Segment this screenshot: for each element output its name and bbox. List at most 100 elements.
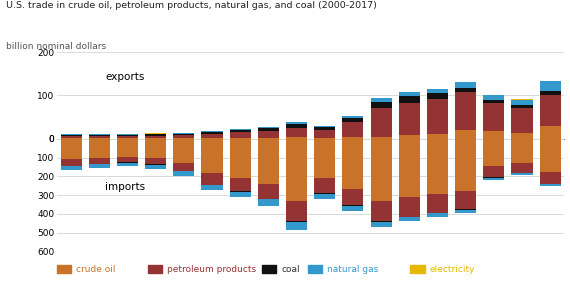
Bar (230, 178, 251, 191)
Bar (540, 126, 561, 139)
Bar (230, 138, 251, 139)
Bar (117, 136, 138, 138)
Bar (427, 89, 448, 93)
Bar (343, 118, 364, 122)
Text: natural gas: natural gas (327, 264, 378, 274)
Bar (201, 131, 222, 132)
Bar (286, 124, 307, 128)
Bar (286, 138, 307, 139)
Bar (286, 222, 307, 230)
Bar (60, 160, 82, 166)
Bar (455, 209, 476, 210)
Bar (201, 132, 222, 134)
Bar (511, 105, 532, 108)
Text: petroleum products: petroleum products (167, 264, 256, 274)
Bar (511, 173, 532, 175)
Bar (483, 131, 504, 139)
Bar (60, 134, 82, 135)
Bar (343, 188, 364, 205)
Bar (427, 194, 448, 213)
Bar (314, 127, 335, 130)
Bar (399, 139, 420, 197)
Bar (314, 138, 335, 139)
Text: coal: coal (281, 264, 300, 274)
Bar (173, 163, 194, 171)
Bar (370, 222, 392, 227)
Bar (455, 92, 476, 130)
Bar (89, 139, 110, 158)
Bar (314, 194, 335, 199)
Bar (258, 128, 279, 131)
Bar (173, 139, 194, 163)
Bar (399, 197, 420, 217)
Bar (483, 178, 504, 180)
Bar (343, 122, 364, 138)
Bar (145, 136, 166, 138)
Bar (230, 130, 251, 132)
Bar (427, 99, 448, 134)
Bar (60, 166, 82, 170)
Bar (314, 126, 335, 127)
Bar (314, 193, 335, 194)
Bar (483, 100, 504, 103)
Bar (201, 185, 222, 190)
Bar (201, 139, 222, 173)
Bar (483, 103, 504, 131)
Bar (511, 133, 532, 139)
Bar (230, 191, 251, 192)
Bar (173, 134, 194, 135)
Bar (117, 157, 138, 162)
Text: eia: eia (519, 22, 541, 35)
Bar (258, 199, 279, 206)
Bar (540, 172, 561, 184)
Bar (370, 137, 392, 139)
Bar (286, 128, 307, 138)
Bar (286, 122, 307, 124)
Bar (145, 138, 166, 139)
Bar (60, 138, 82, 139)
Text: electricity: electricity (429, 264, 475, 274)
Bar (201, 173, 222, 185)
Bar (343, 139, 364, 188)
Bar (511, 100, 532, 105)
Bar (173, 138, 194, 139)
Bar (511, 108, 532, 133)
Bar (286, 139, 307, 201)
Bar (117, 134, 138, 135)
Text: exports: exports (105, 71, 144, 81)
Bar (258, 138, 279, 139)
Bar (370, 139, 392, 201)
Bar (258, 127, 279, 128)
Bar (89, 164, 110, 168)
Bar (89, 134, 110, 135)
Bar (314, 178, 335, 193)
Bar (370, 102, 392, 108)
Bar (455, 210, 476, 212)
Bar (258, 131, 279, 138)
Bar (540, 184, 561, 186)
Bar (483, 139, 504, 166)
Bar (258, 184, 279, 199)
Bar (89, 135, 110, 136)
Bar (230, 139, 251, 178)
Bar (370, 98, 392, 102)
Bar (145, 134, 166, 136)
Bar (483, 177, 504, 178)
Bar (89, 138, 110, 139)
Bar (60, 136, 82, 138)
Bar (145, 158, 166, 164)
Bar (343, 205, 364, 206)
Bar (540, 91, 561, 95)
Bar (230, 132, 251, 138)
Bar (230, 192, 251, 197)
Bar (117, 139, 138, 157)
Bar (399, 135, 420, 139)
Bar (343, 138, 364, 139)
Bar (427, 214, 448, 217)
Bar (399, 103, 420, 135)
Bar (145, 164, 166, 165)
Bar (427, 134, 448, 139)
Bar (455, 82, 476, 88)
Bar (314, 139, 335, 178)
Bar (427, 139, 448, 194)
